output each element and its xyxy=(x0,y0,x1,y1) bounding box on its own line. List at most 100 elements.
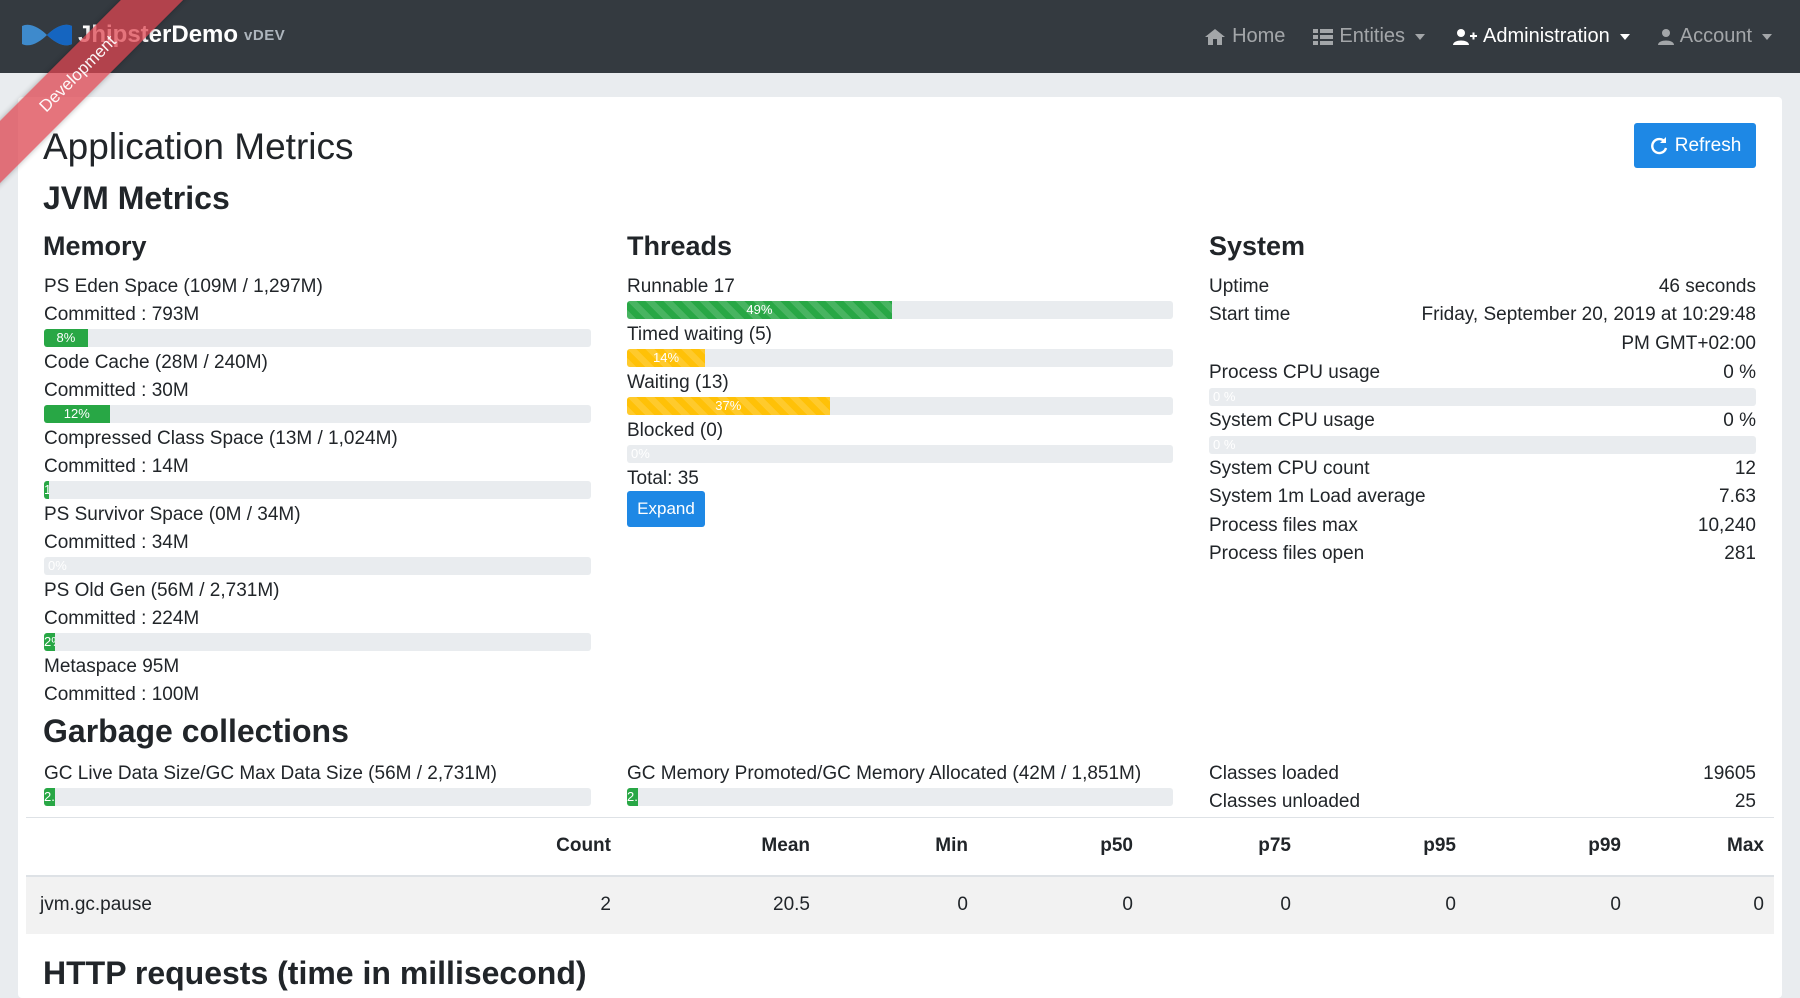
table-row: jvm.gc.pause 2 20.5 0 0 0 0 0 0 xyxy=(26,875,1774,934)
gc-title: Garbage collections xyxy=(43,713,349,749)
nav-administration-label: Administration xyxy=(1483,25,1610,47)
nav-entities[interactable]: Entities xyxy=(1313,25,1426,48)
memory-survivor-progress: 0% xyxy=(44,557,591,575)
memory-metaspace-label: Metaspace 95M xyxy=(44,656,180,677)
http-requests-title: HTTP requests (time in millisecond) xyxy=(43,955,587,991)
chevron-down-icon xyxy=(1619,33,1630,40)
system-files-max-label: Process files max xyxy=(1209,515,1358,536)
threads-title: Threads xyxy=(627,231,733,261)
nav-home[interactable]: Home xyxy=(1204,25,1285,48)
refresh-label: Refresh xyxy=(1674,134,1742,156)
nav-entities-label: Entities xyxy=(1339,25,1406,47)
threads-blocked-progress: 0% xyxy=(627,445,1173,463)
classes-loaded-value: 19605 xyxy=(1703,763,1756,784)
table-header-count: Count xyxy=(260,817,621,877)
brand[interactable]: JhipsterDemo vDEV xyxy=(20,20,285,50)
gc-live-data-progress-fill: 2.05% xyxy=(44,788,55,806)
home-icon xyxy=(1205,28,1226,45)
gc-promoted-progress: 2.26% xyxy=(627,788,1173,806)
system-cpu-count-value: 12 xyxy=(1734,458,1756,479)
refresh-icon xyxy=(1650,136,1667,154)
memory-compressed-label: Compressed Class Space (13M / 1,024M) xyxy=(44,428,398,449)
threads-runnable-progress-fill: 49% xyxy=(627,301,892,319)
system-process-cpu-progress: 0 % xyxy=(1209,388,1756,406)
threads-blocked-label: Blocked (0) xyxy=(627,420,724,441)
nav-account-label: Account xyxy=(1679,25,1752,47)
th-list-icon xyxy=(1313,28,1334,45)
system-cpu-count-label: System CPU count xyxy=(1209,458,1370,479)
jhipster-logo-icon xyxy=(22,24,72,46)
table-cell-name: jvm.gc.pause xyxy=(26,875,260,934)
system-cpu-value: 0 % xyxy=(1723,410,1756,431)
refresh-button[interactable]: Refresh xyxy=(1634,123,1756,168)
memory-eden-committed: Committed : 793M xyxy=(44,304,200,325)
memory-codecache-label: Code Cache (28M / 240M) xyxy=(44,352,268,373)
memory-survivor-progress-fill: 0% xyxy=(48,558,67,573)
memory-eden-progress: 8% xyxy=(44,329,591,347)
threads-timed-waiting-progress: 14% xyxy=(627,349,1173,367)
table-cell-min: 0 xyxy=(820,875,978,934)
chevron-down-icon xyxy=(1415,33,1426,40)
memory-oldgen-label: PS Old Gen (56M / 2,731M) xyxy=(44,580,280,601)
system-start-value-line2: PM GMT+02:00 xyxy=(1621,333,1756,354)
memory-compressed-progress-fill: 1% xyxy=(44,481,50,499)
classes-unloaded-value: 25 xyxy=(1734,791,1756,812)
threads-runnable-label: Runnable 17 xyxy=(627,276,735,297)
memory-compressed-progress: 1% xyxy=(44,481,591,499)
memory-metaspace-committed: Committed : 100M xyxy=(44,684,200,705)
system-cpu-progress: 0 % xyxy=(1209,436,1756,454)
user-icon xyxy=(1657,28,1674,45)
nav-account[interactable]: Account xyxy=(1657,25,1772,48)
table-cell-p99: 0 xyxy=(1466,875,1631,934)
table-header-max: Max xyxy=(1631,817,1774,877)
memory-compressed-committed: Committed : 14M xyxy=(44,456,189,477)
chevron-down-icon xyxy=(1762,33,1772,40)
gc-promoted-progress-fill: 2.26% xyxy=(627,788,638,806)
table-header-p95: p95 xyxy=(1301,817,1466,877)
system-start-value-line1: Friday, September 20, 2019 at 10:29:48 xyxy=(1421,304,1756,325)
table-header-min: Min xyxy=(820,817,978,877)
memory-title: Memory xyxy=(43,231,147,261)
table-header-mean: Mean xyxy=(621,817,820,877)
system-uptime-label: Uptime xyxy=(1209,276,1270,297)
memory-survivor-label: PS Survivor Space (0M / 34M) xyxy=(44,504,301,525)
system-uptime-value: 46 seconds xyxy=(1658,276,1756,297)
table-cell-p95: 0 xyxy=(1301,875,1466,934)
table-header-row: Count Mean Min p50 p75 p95 p99 Max xyxy=(26,817,1774,877)
brand-version: vDEV xyxy=(244,26,286,44)
threads-runnable-progress: 49% xyxy=(627,301,1173,319)
memory-eden-progress-fill: 8% xyxy=(44,329,88,347)
memory-codecache-committed: Committed : 30M xyxy=(44,380,189,401)
threads-expand-button[interactable]: Expand xyxy=(627,491,705,527)
memory-codecache-progress-fill: 12% xyxy=(44,405,110,423)
classes-loaded-label: Classes loaded xyxy=(1209,763,1339,784)
gc-promoted-label: GC Memory Promoted/GC Memory Allocated (… xyxy=(627,763,1142,784)
navbar: JhipsterDemo vDEV Home Entities Administ… xyxy=(0,0,1800,73)
system-title: System xyxy=(1209,231,1306,261)
brand-name: JhipsterDemo xyxy=(78,21,239,48)
table-cell-p75: 0 xyxy=(1143,875,1301,934)
threads-blocked-progress-fill: 0% xyxy=(631,446,650,461)
system-start-label: Start time xyxy=(1209,304,1291,325)
page-title: Application Metrics xyxy=(43,126,354,167)
memory-oldgen-progress-fill: 2% xyxy=(44,633,55,651)
table-cell-p50: 0 xyxy=(978,875,1143,934)
table-header-p50: p50 xyxy=(978,817,1143,877)
threads-waiting-progress: 37% xyxy=(627,397,1173,415)
system-load-average-value: 7.63 xyxy=(1719,486,1756,507)
nav-administration[interactable]: Administration xyxy=(1453,25,1630,48)
system-files-open-value: 281 xyxy=(1724,543,1756,564)
system-process-cpu-label: Process CPU usage xyxy=(1209,362,1381,383)
system-cpu-label: System CPU usage xyxy=(1209,410,1375,431)
memory-eden-label: PS Eden Space (109M / 1,297M) xyxy=(44,276,323,297)
table-cell-max: 0 xyxy=(1631,875,1774,934)
table-header-p99: p99 xyxy=(1466,817,1631,877)
jvm-metrics-title: JVM Metrics xyxy=(43,180,230,216)
system-cpu-progress-fill: 0 % xyxy=(1213,437,1236,452)
system-files-open-label: Process files open xyxy=(1209,543,1365,564)
threads-timed-waiting-progress-fill: 14% xyxy=(627,349,706,367)
table-header-name xyxy=(26,817,260,877)
memory-codecache-progress: 12% xyxy=(44,405,591,423)
system-process-cpu-progress-fill: 0 % xyxy=(1213,389,1236,404)
classes-unloaded-label: Classes unloaded xyxy=(1209,791,1361,812)
